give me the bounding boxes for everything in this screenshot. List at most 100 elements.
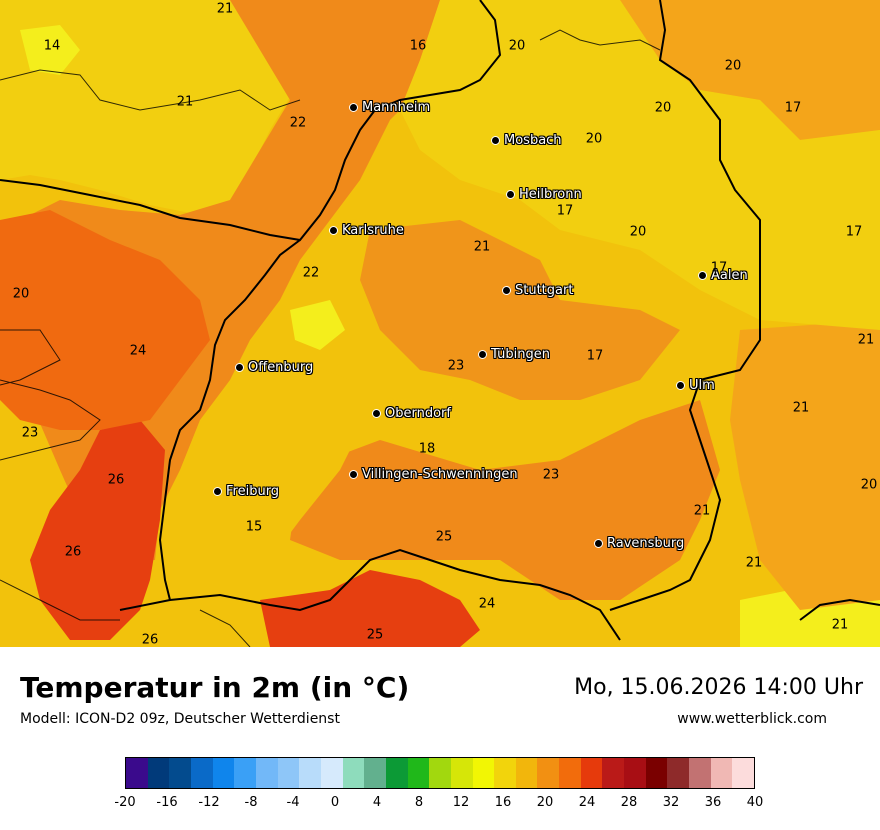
color-swatch [212, 758, 235, 788]
color-swatch [472, 758, 495, 788]
color-scale-bar [125, 757, 755, 789]
temp-value: 20 [654, 100, 672, 116]
city-stuttgart: Stuttgart [502, 283, 573, 298]
temp-value: 17 [845, 224, 863, 240]
temp-value: 21 [216, 1, 234, 17]
state-borders [0, 0, 880, 641]
temp-value: 20 [585, 131, 603, 147]
temp-value: 25 [435, 529, 453, 545]
color-swatch [234, 758, 256, 788]
city-label: Mosbach [504, 133, 562, 148]
city-dot [506, 190, 515, 199]
color-swatch [299, 758, 321, 788]
city-label: Oberndorf [385, 406, 451, 421]
city-dot [491, 136, 500, 145]
temp-area-orange-southwest [0, 210, 210, 430]
temp-value: 24 [478, 596, 496, 612]
city-label: Villingen-Schwenningen [362, 467, 518, 482]
temp-value: 21 [792, 400, 810, 416]
color-swatch [429, 758, 451, 788]
color-swatch [190, 758, 213, 788]
city-karlsruhe: Karlsruhe [329, 223, 404, 238]
temp-value: 21 [473, 239, 491, 255]
city-label: Mannheim [362, 100, 431, 115]
temp-area-bright-yellow-3 [290, 300, 345, 350]
scale-tick-label: 40 [746, 795, 764, 810]
temp-value: 15 [245, 519, 263, 535]
temp-value: 26 [107, 472, 125, 488]
scale-tick-label: -8 [244, 795, 258, 810]
city-mannheim: Mannheim [349, 100, 430, 115]
city-tuebingen: Tübingen [478, 347, 550, 362]
scale-tick-label: 12 [452, 795, 470, 810]
city-label: Tübingen [491, 347, 550, 362]
temp-area-yellow-black-forest [200, 360, 360, 570]
color-swatch [364, 758, 386, 788]
color-swatch [169, 758, 191, 788]
color-swatch [645, 758, 668, 788]
model-info: Modell: ICON-D2 09z, Deutscher Wetterdie… [20, 711, 340, 727]
color-swatch [602, 758, 625, 788]
temp-value: 21 [176, 94, 194, 110]
scale-tick-label: 32 [662, 795, 680, 810]
city-aalen: Aalen [698, 268, 748, 283]
city-label: Offenburg [248, 360, 314, 375]
temp-value: 22 [302, 265, 320, 281]
temp-area-orange-center [360, 220, 680, 400]
temp-value: 18 [418, 441, 436, 457]
city-label: Freiburg [226, 484, 280, 499]
scale-tick-label: 0 [330, 795, 340, 810]
temp-value: 26 [141, 632, 159, 648]
city-dot [329, 226, 338, 235]
city-dot [349, 470, 358, 479]
color-swatch [689, 758, 711, 788]
temp-value: 16 [409, 38, 427, 54]
color-swatch [385, 758, 408, 788]
temp-area-bright-yellow-1 [20, 25, 80, 75]
scale-tick-label: -20 [114, 795, 136, 810]
color-swatch [624, 758, 646, 788]
city-dot [478, 350, 487, 359]
color-swatch [559, 758, 581, 788]
temp-value: 20 [629, 224, 647, 240]
color-swatch [732, 758, 755, 788]
city-label: Karlsruhe [342, 223, 404, 238]
temp-area-red-lake-constance [260, 570, 480, 647]
color-swatch [515, 758, 538, 788]
temp-value: 22 [289, 115, 307, 131]
temp-value: 17 [586, 348, 604, 364]
website-link[interactable]: www.wetterblick.com [677, 711, 827, 727]
scale-tick-label: 28 [620, 795, 638, 810]
color-swatch [450, 758, 473, 788]
scale-tick-label: 20 [536, 795, 554, 810]
scale-tick-label: 4 [372, 795, 382, 810]
scale-tick-label: 24 [578, 795, 596, 810]
color-swatch [537, 758, 560, 788]
temp-value: 25 [366, 627, 384, 643]
city-dot [676, 381, 685, 390]
color-swatch [126, 758, 148, 788]
city-oberndorf: Oberndorf [372, 406, 451, 421]
temp-value: 17 [556, 203, 574, 219]
color-swatch [277, 758, 300, 788]
city-freiburg: Freiburg [213, 484, 279, 499]
city-heilbronn: Heilbronn [506, 187, 582, 202]
temp-value: 20 [508, 38, 526, 54]
temp-value: 21 [745, 555, 763, 571]
temp-value: 23 [447, 358, 465, 374]
city-offenburg: Offenburg [235, 360, 313, 375]
temp-area-orange-east-2 [730, 320, 880, 610]
color-swatch [255, 758, 278, 788]
color-swatch [667, 758, 690, 788]
map-title: Temperatur in 2m (in °C) [20, 671, 410, 704]
scale-tick-label: -4 [286, 795, 300, 810]
city-dot [235, 363, 244, 372]
color-swatch [320, 758, 343, 788]
city-label: Ulm [689, 378, 715, 393]
color-swatch [342, 758, 365, 788]
scale-tick-label: 8 [414, 795, 424, 810]
city-label: Ravensburg [607, 536, 685, 551]
scale-tick-label: -12 [198, 795, 220, 810]
scale-tick-label: 36 [704, 795, 722, 810]
temp-value: 21 [831, 617, 849, 633]
